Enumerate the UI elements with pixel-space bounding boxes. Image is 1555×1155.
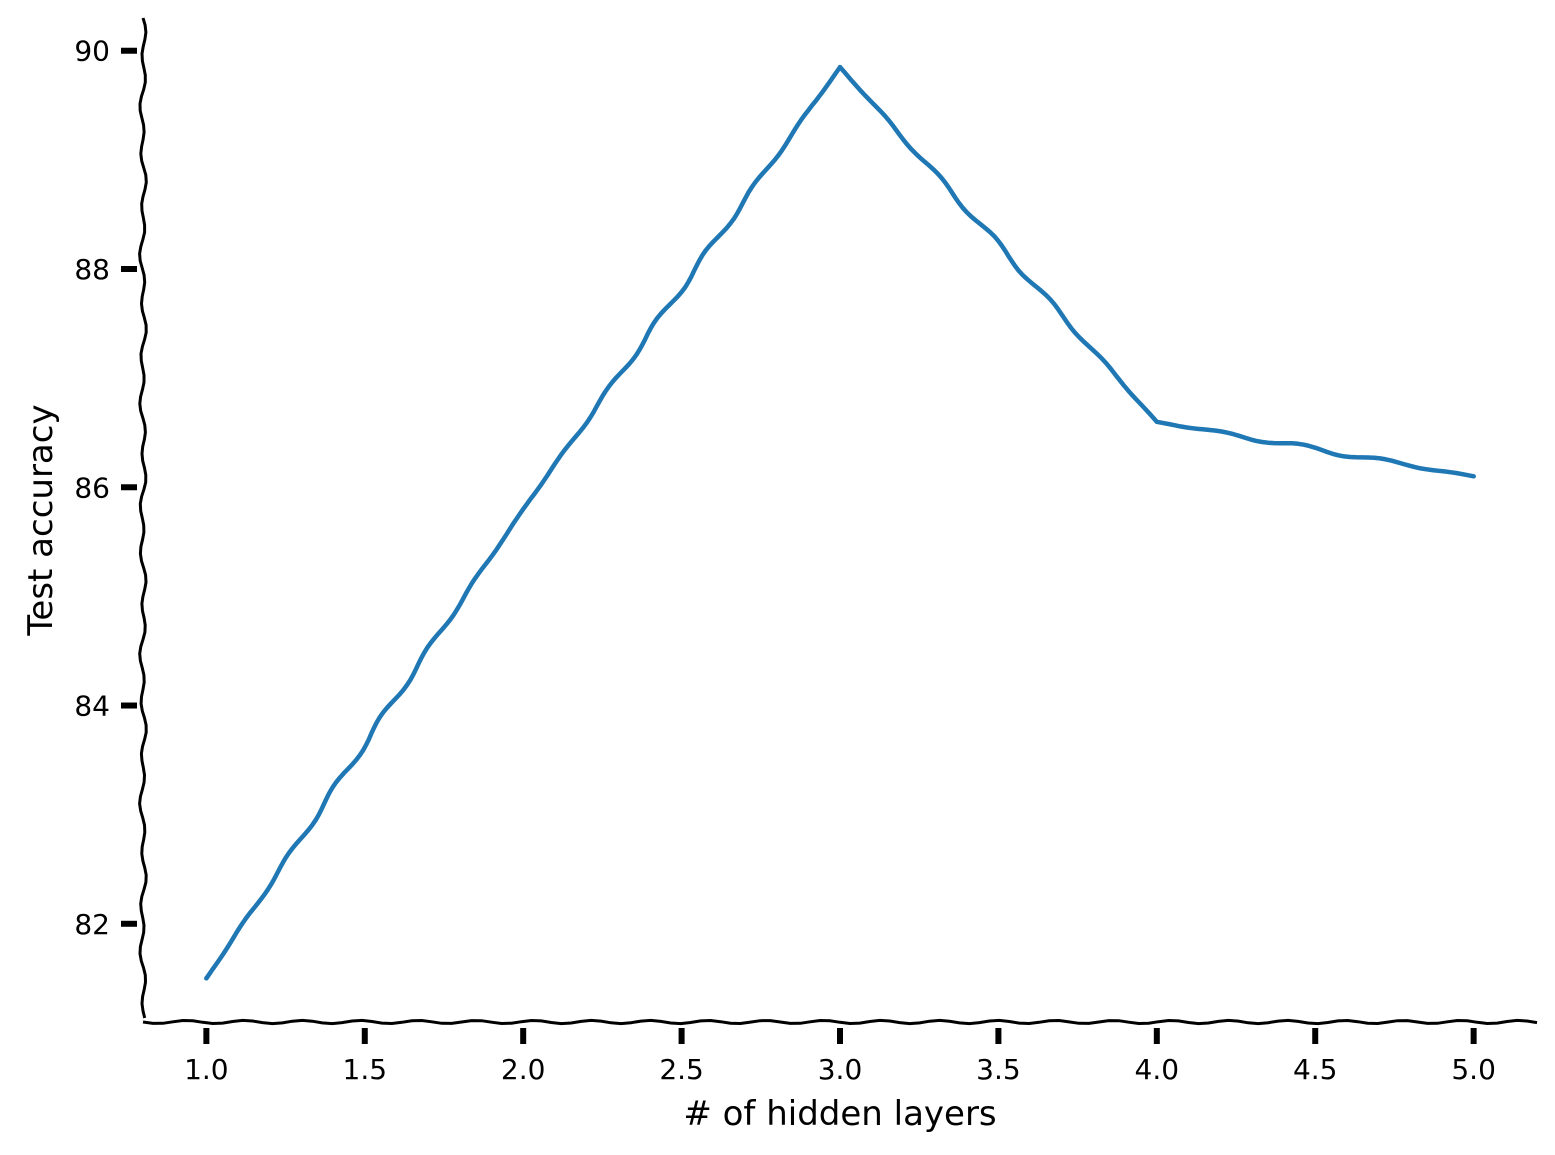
x-tick-label: 3.0: [818, 1053, 863, 1086]
y-tick-label: 88: [74, 253, 110, 286]
series-line: [204, 64, 1476, 981]
x-tick-label: 1.5: [343, 1053, 388, 1086]
y-tick-label: 84: [74, 690, 110, 723]
y-tick-label: 82: [74, 908, 110, 941]
y-tick-label: 90: [74, 35, 110, 68]
y-axis-label: Test accuracy: [21, 404, 61, 636]
series-group: [204, 64, 1476, 981]
y-tick-label: 86: [74, 471, 110, 504]
x-tick-label: 2.5: [659, 1053, 704, 1086]
y-axis-spine: [138, 17, 148, 1019]
axes: [138, 17, 1538, 1026]
x-axis-spine: [142, 1018, 1538, 1026]
data-point: [520, 506, 526, 512]
data-point: [837, 64, 843, 70]
data-point: [1471, 474, 1476, 479]
data-point: [1154, 419, 1160, 424]
x-tick-label: 4.5: [1293, 1053, 1338, 1086]
x-tick-label: 5.0: [1451, 1053, 1496, 1086]
x-tick-label: 1.0: [184, 1053, 229, 1086]
ticks: 1.0 1.5 2.0 2.5 3.0 3.5 4.0 4.5 5.0 82 84 86 88 90: [74, 35, 1496, 1086]
data-point: [204, 976, 209, 981]
x-tick-label: 2.0: [501, 1053, 546, 1086]
x-tick-label: 3.5: [976, 1053, 1021, 1086]
x-axis-label: # of hidden layers: [683, 1094, 996, 1134]
x-tick-label: 4.0: [1135, 1053, 1180, 1086]
